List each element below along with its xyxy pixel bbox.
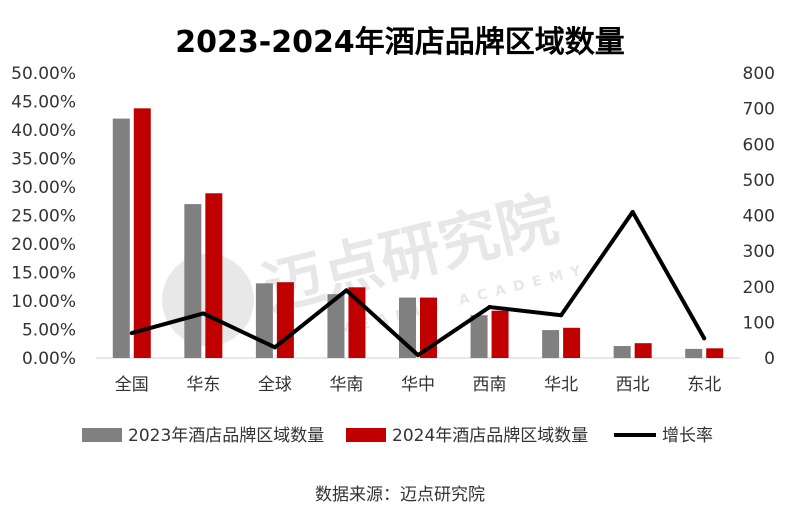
left-tick-label: 50.00%	[11, 64, 76, 84]
growth-point	[559, 313, 564, 318]
bar-2023	[184, 204, 202, 358]
right-tick-label: 700	[743, 100, 775, 120]
left-tick-label: 25.00%	[11, 207, 76, 227]
right-tick-label: 400	[743, 207, 775, 227]
category-label: 东北	[687, 375, 721, 395]
bar-2023	[542, 330, 560, 358]
watermark: 迈点研究院 MEADIN ACADEMY	[162, 184, 590, 346]
growth-point	[272, 345, 277, 350]
left-tick-label: 5.00%	[22, 321, 76, 341]
legend-label-2023: 2023年酒店品牌区域数量	[128, 426, 324, 446]
bar-2023	[470, 315, 488, 358]
bars	[112, 108, 724, 358]
right-tick-label: 100	[743, 313, 775, 333]
growth-point	[416, 353, 420, 358]
growth-point	[344, 288, 349, 293]
bar-2023	[327, 294, 345, 358]
bar-2024	[205, 193, 223, 358]
left-tick-label: 15.00%	[11, 264, 76, 284]
category-label: 全球	[258, 375, 292, 395]
legend-swatch-2024	[346, 428, 386, 442]
category-label: 华东	[186, 375, 220, 395]
category-label: 全国	[115, 375, 149, 395]
bar-2024	[563, 327, 581, 358]
growth-point	[129, 331, 134, 336]
right-tick-label: 0	[764, 349, 775, 369]
growth-point	[702, 336, 707, 341]
category-label: 华北	[544, 375, 578, 395]
bar-2024	[491, 310, 509, 358]
right-tick-label: 500	[743, 171, 775, 191]
bar-2023	[685, 348, 703, 358]
growth-point	[487, 305, 492, 310]
source-note: 数据来源：迈点研究院	[315, 485, 485, 505]
category-label: 西南	[473, 375, 507, 395]
growth-point	[201, 311, 206, 316]
left-tick-label: 20.00%	[11, 235, 76, 255]
left-tick-label: 45.00%	[11, 93, 76, 113]
category-label: 华南	[329, 375, 363, 395]
left-axis: 0.00% 5.00% 10.00% 15.00% 20.00% 25.00% 30.00%…	[11, 64, 76, 369]
legend-label-2024: 2024年酒店品牌区域数量	[392, 426, 588, 446]
right-tick-label: 800	[743, 64, 775, 84]
legend-label-growth: 增长率	[662, 426, 713, 446]
right-tick-label: 200	[743, 278, 775, 298]
left-tick-label: 30.00%	[11, 178, 76, 198]
bar-2024	[276, 282, 294, 358]
category-label: 华中	[401, 375, 435, 395]
bar-2023	[112, 118, 130, 358]
chart-title: 2023-2024年酒店品牌区域数量	[175, 25, 624, 60]
left-tick-label: 40.00%	[11, 121, 76, 141]
growth-line	[129, 209, 707, 358]
bar-2024	[634, 343, 652, 358]
left-tick-label: 35.00%	[11, 150, 76, 170]
left-tick-label: 10.00%	[11, 292, 76, 312]
bar-2023	[613, 346, 631, 358]
legend: 2023年酒店品牌区域数量 2024年酒店品牌区域数量 增长率	[82, 426, 713, 446]
category-labels: 全国 华东 全球 华南 华中 西南 华北 西北 东北	[115, 375, 721, 395]
right-tick-label: 300	[743, 242, 775, 262]
bar-2024	[133, 108, 151, 358]
growth-point	[630, 209, 635, 214]
right-axis: 0 100 200 300 400 500 600 700 800	[743, 64, 775, 369]
legend-swatch-2023	[82, 428, 122, 442]
bar-2024	[706, 348, 724, 358]
left-tick-label: 0.00%	[22, 349, 76, 369]
right-tick-label: 600	[743, 135, 775, 155]
category-label: 西北	[616, 375, 650, 395]
